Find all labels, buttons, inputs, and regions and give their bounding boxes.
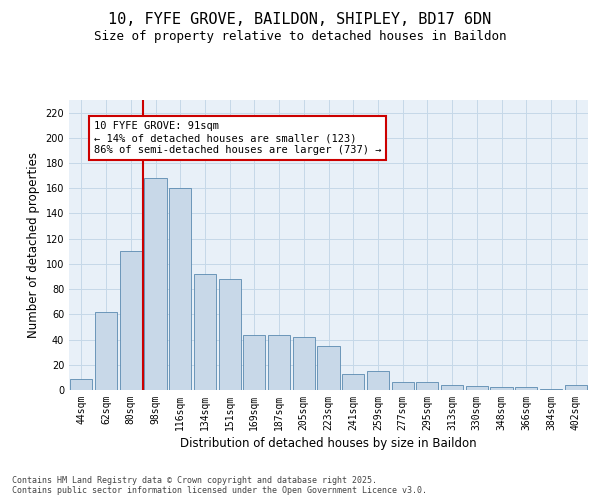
Bar xyxy=(243,334,265,390)
Bar xyxy=(268,334,290,390)
Bar xyxy=(194,274,216,390)
Text: 10 FYFE GROVE: 91sqm
← 14% of detached houses are smaller (123)
86% of semi-deta: 10 FYFE GROVE: 91sqm ← 14% of detached h… xyxy=(94,122,381,154)
Bar xyxy=(441,385,463,390)
Bar xyxy=(317,346,340,390)
Bar xyxy=(119,252,142,390)
Bar xyxy=(466,386,488,390)
Bar xyxy=(416,382,439,390)
Bar xyxy=(342,374,364,390)
Bar xyxy=(392,382,414,390)
Bar xyxy=(565,385,587,390)
Bar xyxy=(95,312,117,390)
Bar xyxy=(490,388,512,390)
Y-axis label: Number of detached properties: Number of detached properties xyxy=(27,152,40,338)
Bar xyxy=(169,188,191,390)
Text: 10, FYFE GROVE, BAILDON, SHIPLEY, BD17 6DN: 10, FYFE GROVE, BAILDON, SHIPLEY, BD17 6… xyxy=(109,12,491,28)
Bar xyxy=(218,279,241,390)
Bar xyxy=(293,337,315,390)
Text: Size of property relative to detached houses in Baildon: Size of property relative to detached ho… xyxy=(94,30,506,43)
Bar xyxy=(145,178,167,390)
Bar xyxy=(515,388,538,390)
Bar xyxy=(540,388,562,390)
Text: Contains HM Land Registry data © Crown copyright and database right 2025.
Contai: Contains HM Land Registry data © Crown c… xyxy=(12,476,427,495)
Bar xyxy=(367,371,389,390)
X-axis label: Distribution of detached houses by size in Baildon: Distribution of detached houses by size … xyxy=(180,437,477,450)
Bar xyxy=(70,378,92,390)
